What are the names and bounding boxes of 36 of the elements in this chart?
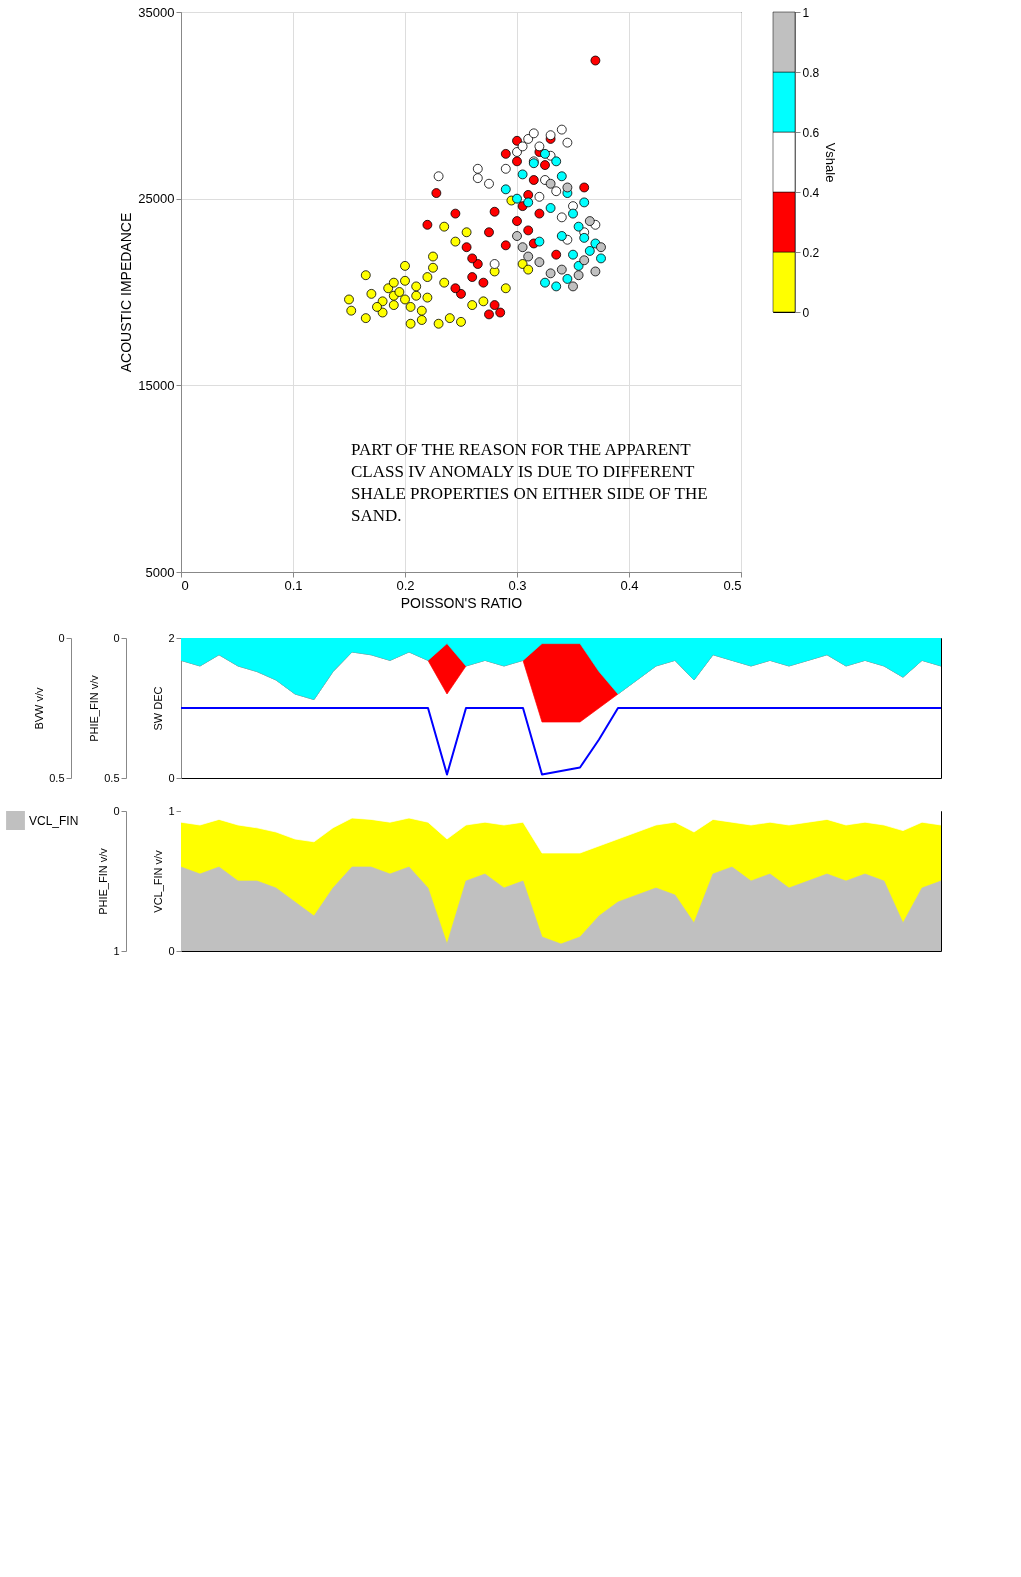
y-tick-label: 2 (168, 631, 175, 644)
x-tick-label: 0 (181, 577, 189, 593)
y-tick-label: 0 (168, 944, 175, 957)
x-tick-label: 0.2 (396, 577, 415, 593)
color-bar-label: 0.4 (802, 185, 820, 200)
color-bar-label: 0 (802, 305, 810, 320)
y-tick-label: 15000 (138, 377, 175, 393)
y-axis-title: SW DEC (152, 686, 165, 731)
x-tick-label: 0.3 (508, 577, 527, 593)
y2-axis-title: PHIE_FIN v/v (88, 674, 101, 742)
y3-axis-title: BVW v/v (33, 686, 46, 730)
x-tick-label: 0.5 (723, 577, 742, 593)
x-tick-label: 0.1 (284, 577, 303, 593)
y-tick-label: 0 (168, 771, 175, 784)
annotation: PART OF THE REASON FOR THE APPARENT CLASS IV ANOMALY IS DUE TO DIFFERENT SHALE PROPERTIES ON EITHER SIDE OF THE SAND. (351, 440, 708, 525)
y-axis-title: ACOUSTIC IMPEDANCE (118, 212, 135, 373)
x-axis-title: POISSON'S RATIO (400, 594, 523, 611)
x-tick-label: 0.4 (620, 577, 639, 593)
color-bar-label: 0.2 (802, 245, 820, 260)
y2-axis-title: PHIE_FIN v/v (97, 847, 110, 915)
y3-tick-label: 0.5 (104, 771, 120, 784)
color-bar-label: 0.8 (802, 65, 820, 80)
color-bar-label: 1 (802, 5, 810, 20)
y2-tick-label: 0 (113, 804, 120, 817)
y2-tick-label: 1 (113, 944, 120, 957)
color-bar-title: Vshale (823, 142, 839, 183)
y-tick-label: 25000 (138, 191, 175, 207)
legend-label: VCL_FIN (29, 813, 79, 828)
y2-tick-label: 0.5 (49, 771, 65, 784)
y3-tick-label: 0 (113, 631, 120, 644)
y-tick-label: 35000 (138, 4, 175, 20)
y-axis-title: VCL_FIN v/v (152, 849, 165, 913)
color-bar-label: 0.6 (802, 125, 820, 140)
y-tick-label: 5000 (145, 564, 175, 580)
y2-tick-label: 0 (58, 631, 65, 644)
y-tick-label: 1 (168, 804, 175, 817)
